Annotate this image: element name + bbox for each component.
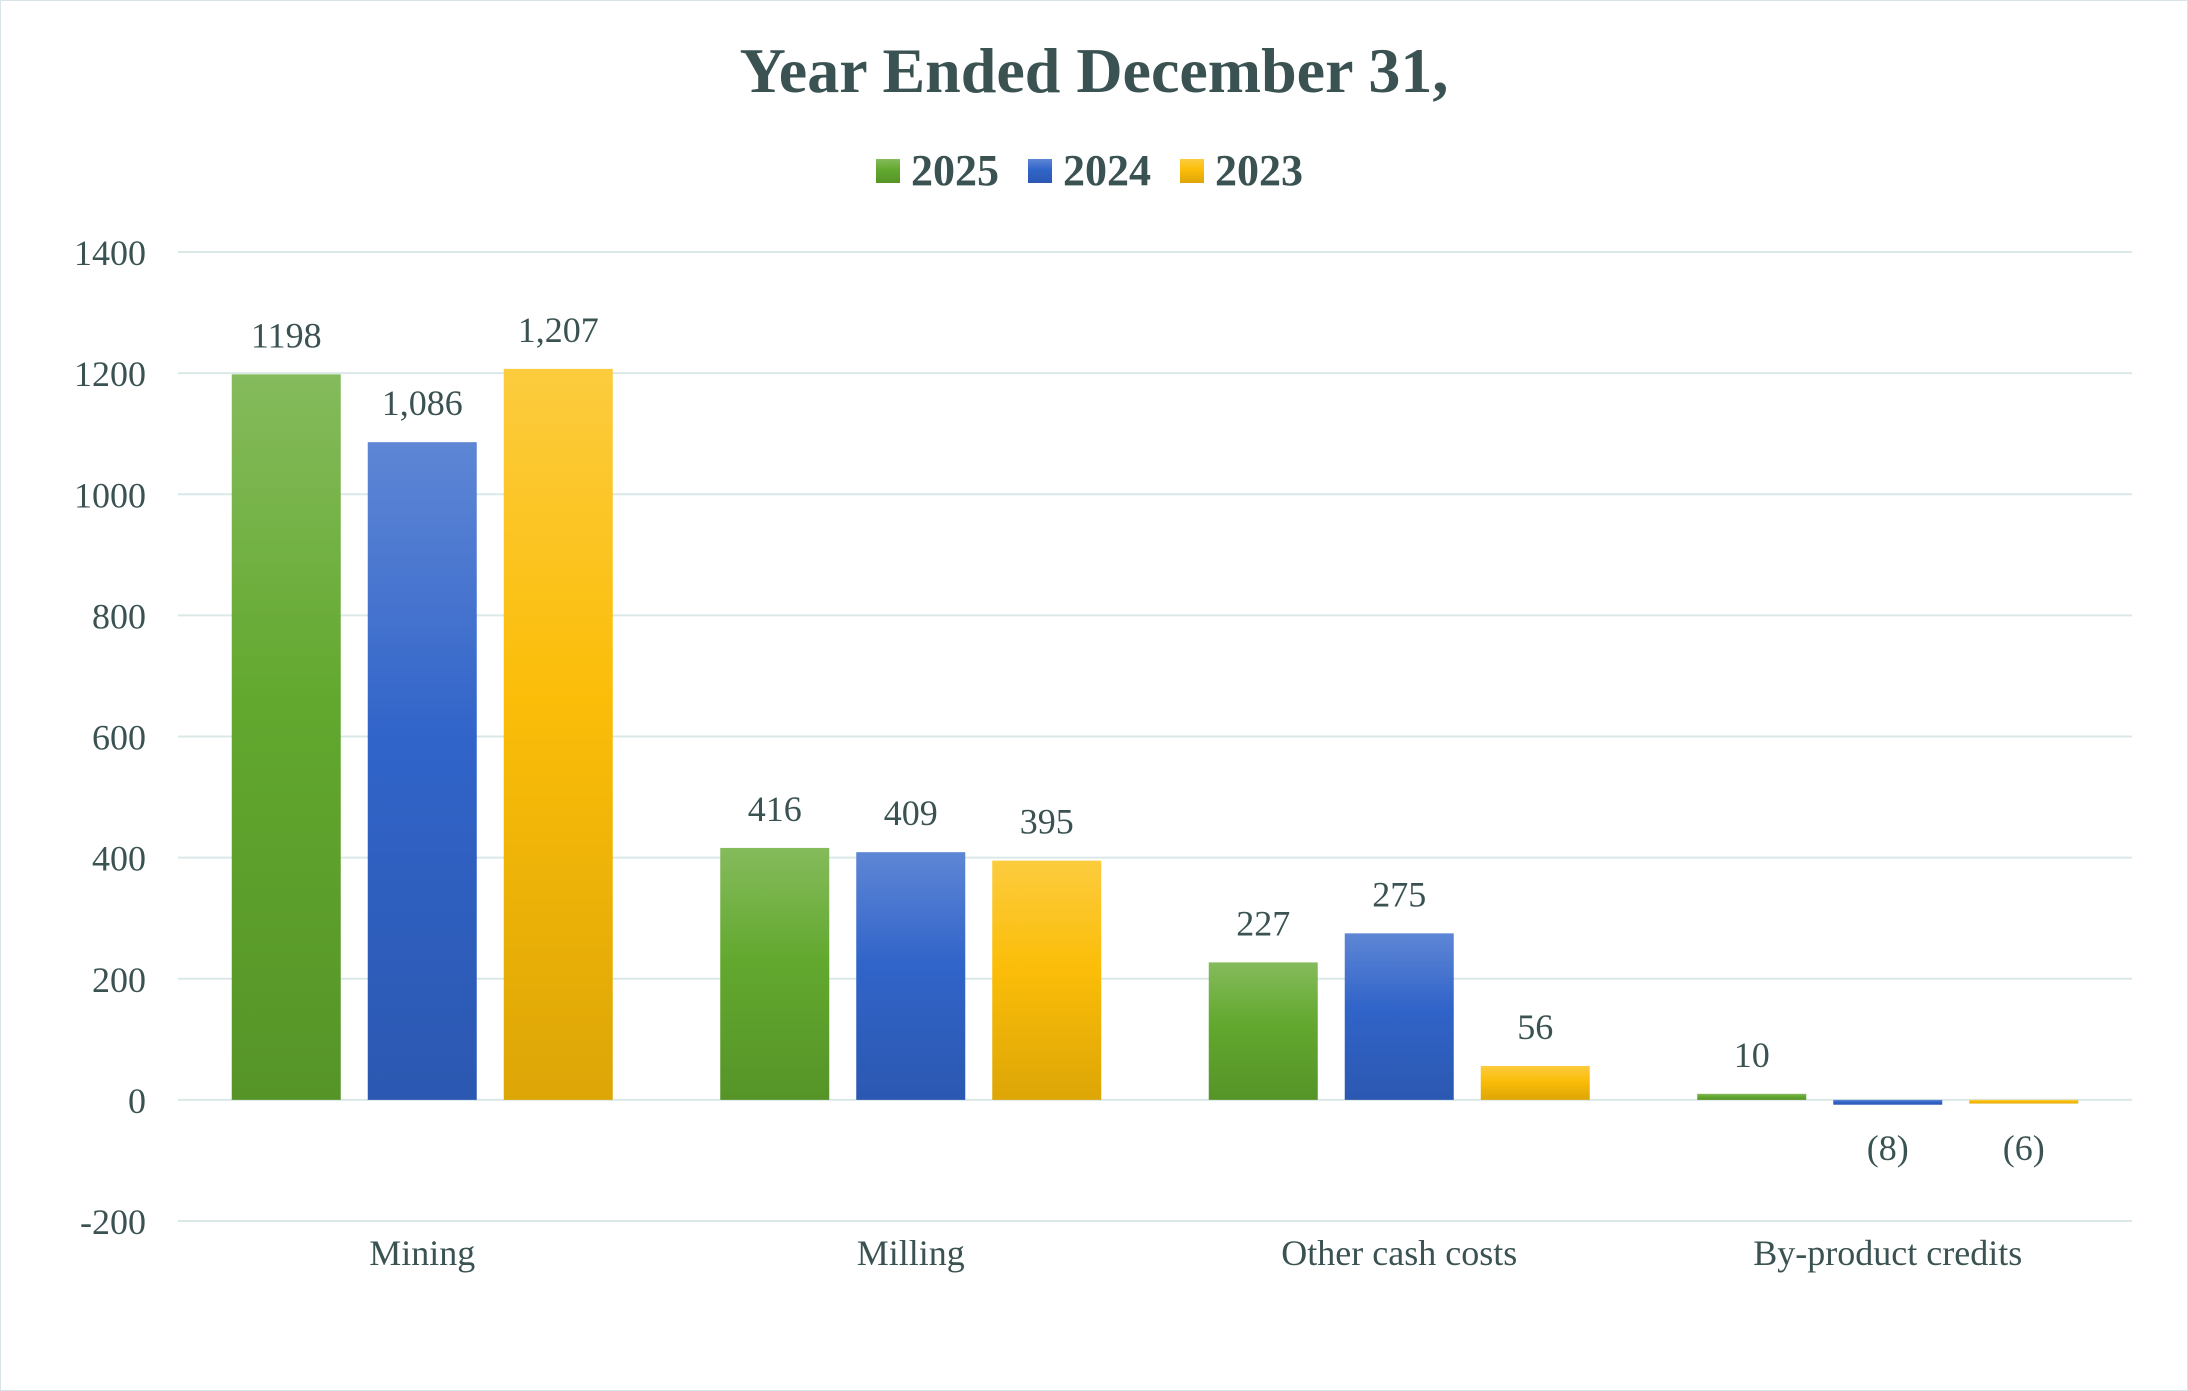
legend-label-2024: 2024 (1063, 146, 1151, 195)
y-tick-label: 200 (92, 960, 146, 1000)
bar-milling-2024 (856, 852, 966, 1100)
bars (231, 368, 2079, 1105)
category-label-other-cash-costs: Other cash costs (1281, 1233, 1517, 1273)
legend-swatch-2025 (876, 159, 900, 183)
y-axis: -200 0 200 400 600 800 1000 1200 1400 (74, 233, 146, 1242)
y-tick-label: 400 (92, 839, 146, 879)
bar-other-cash-costs-2024 (1344, 933, 1454, 1100)
legend-swatch-2023 (1180, 159, 1204, 183)
legend: 2025 2024 2023 (876, 146, 1303, 195)
bar-milling-2025 (720, 847, 830, 1100)
category-label-milling: Milling (857, 1233, 965, 1273)
y-tick-label: 1200 (74, 354, 146, 394)
bar-milling-2023 (992, 860, 1102, 1100)
bar-by-product-credits-2024 (1833, 1099, 1943, 1105)
bar-mining-2024 (367, 442, 477, 1100)
y-tick-label: 800 (92, 596, 146, 636)
bar-mining-2023 (503, 368, 613, 1100)
data-label-mining-2023: 1,207 (518, 310, 599, 350)
bar-other-cash-costs-2023 (1480, 1065, 1590, 1100)
y-tick-label: -200 (80, 1202, 146, 1242)
data-label-other-cash-costs-2025: 227 (1236, 903, 1290, 943)
data-labels: 1198 1,086 1,207 416 409 395 227 275 56 10 (8) (6) (251, 310, 2045, 1168)
data-label-milling-2025: 416 (748, 789, 802, 829)
bar-other-cash-costs-2025 (1208, 962, 1318, 1100)
data-label-mining-2025: 1198 (251, 315, 322, 355)
bar-mining-2025 (231, 374, 341, 1100)
bar-by-product-credits-2023 (1969, 1099, 2079, 1104)
y-tick-label: 1400 (74, 233, 146, 273)
legend-label-2025: 2025 (911, 146, 999, 195)
y-tick-label: 0 (128, 1081, 146, 1121)
data-label-mining-2024: 1,086 (382, 383, 463, 423)
y-tick-label: 1000 (74, 475, 146, 515)
y-tick-label: 600 (92, 718, 146, 758)
data-label-other-cash-costs-2023: 56 (1517, 1007, 1553, 1047)
legend-swatch-2024 (1028, 159, 1052, 183)
gridlines (178, 251, 2132, 1222)
data-label-by-product-credits-2024: (8) (1867, 1128, 1909, 1168)
data-label-other-cash-costs-2024: 275 (1372, 874, 1426, 914)
data-label-milling-2023: 395 (1020, 802, 1074, 842)
chart-title: Year Ended December 31, (740, 35, 1449, 106)
x-axis: Mining Milling Other cash costs By-product … (369, 1233, 2022, 1273)
bar-by-product-credits-2025 (1697, 1093, 1807, 1100)
data-label-by-product-credits-2023: (6) (2003, 1128, 2045, 1168)
legend-label-2023: 2023 (1215, 146, 1303, 195)
category-label-by-product-credits: By-product credits (1753, 1233, 2022, 1273)
category-label-mining: Mining (369, 1233, 475, 1273)
data-label-milling-2024: 409 (884, 793, 938, 833)
data-label-by-product-credits-2025: 10 (1734, 1035, 1770, 1075)
